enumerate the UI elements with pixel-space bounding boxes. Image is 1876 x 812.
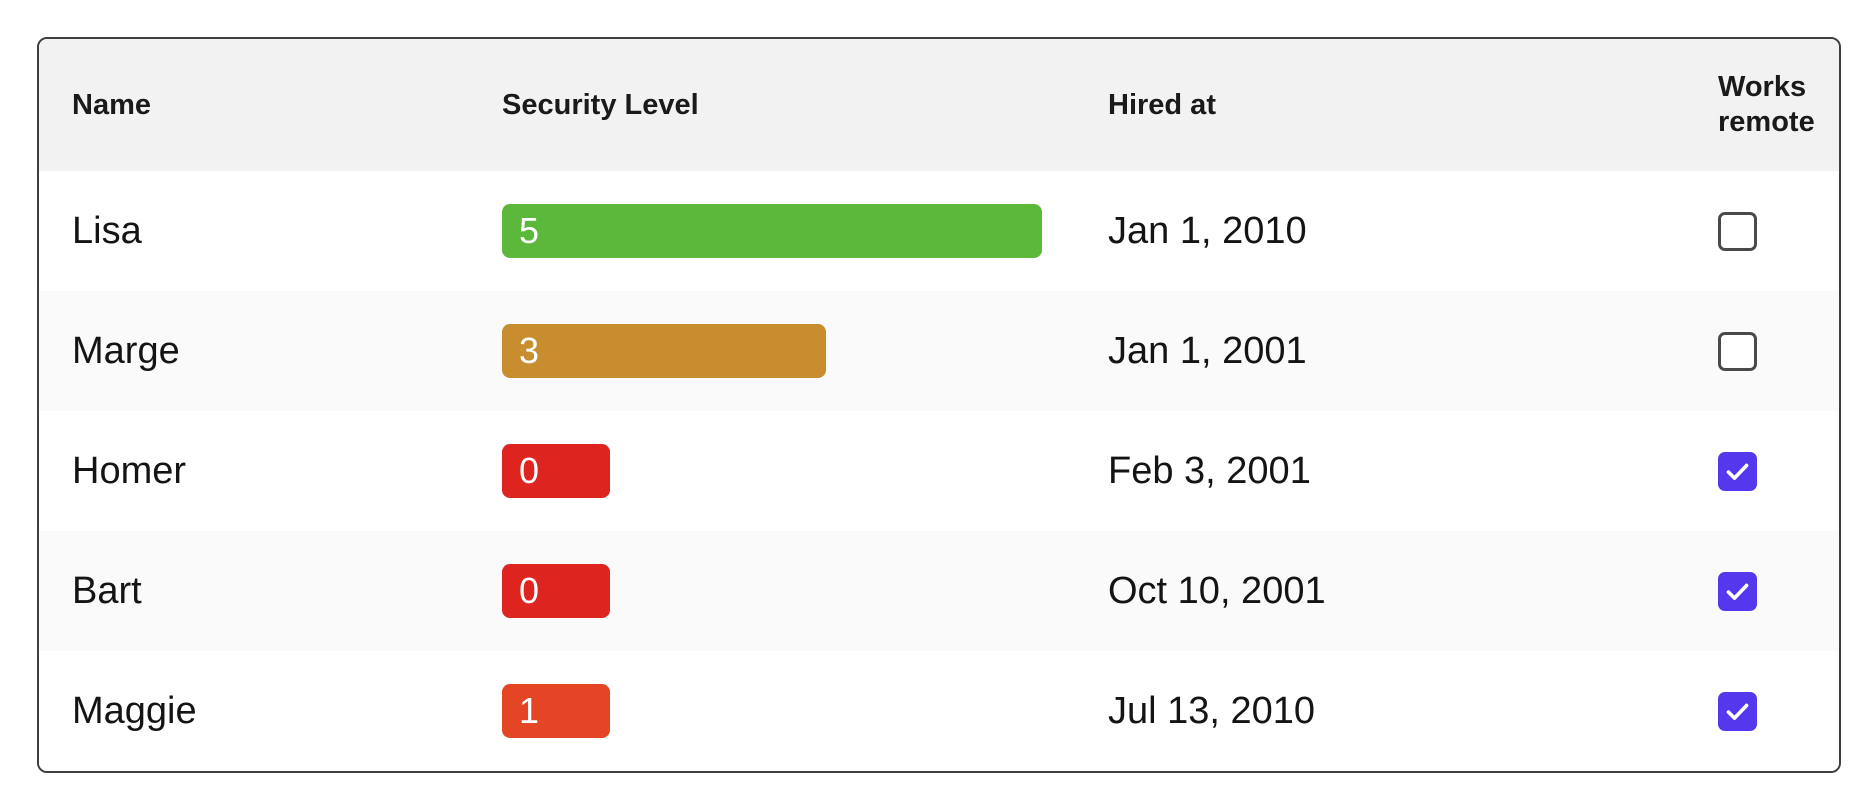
- name-cell: Maggie: [72, 689, 197, 732]
- employees-table: Name Security Level Hired at Works remot…: [37, 37, 1841, 773]
- column-header-works-remote: Works remote: [1718, 71, 1815, 138]
- hired-at-cell: Jul 13, 2010: [1108, 689, 1316, 732]
- hired-at-cell: Jan 1, 2001: [1108, 329, 1307, 372]
- security-level-value: 0: [519, 450, 540, 491]
- works-remote-checkbox[interactable]: [1718, 211, 1757, 251]
- hired-at-cell: Jan 1, 2010: [1108, 209, 1307, 252]
- security-level-bar: 0: [502, 564, 610, 618]
- name-cell: Homer: [72, 449, 187, 492]
- works-remote-checkbox[interactable]: [1718, 331, 1757, 371]
- security-level-cell: 0: [500, 444, 1106, 498]
- hired-at-cell: Oct 10, 2001: [1108, 569, 1326, 612]
- column-header-security-level: Security Level: [502, 88, 699, 121]
- security-level-cell: 3: [500, 324, 1106, 378]
- column-header-hired-at: Hired at: [1108, 88, 1216, 121]
- security-level-value: 5: [519, 210, 540, 251]
- name-cell: Marge: [72, 329, 180, 372]
- table-row: Marge 3 Jan 1, 2001: [39, 291, 1839, 411]
- check-icon: [1726, 703, 1749, 720]
- hired-at-cell: Feb 3, 2001: [1108, 449, 1311, 492]
- table-header-row: Name Security Level Hired at Works remot…: [39, 39, 1839, 171]
- works-remote-checkbox[interactable]: [1718, 571, 1757, 611]
- security-level-cell: 5: [500, 204, 1106, 258]
- security-level-value: 1: [519, 690, 540, 731]
- security-level-bar: 1: [502, 684, 610, 738]
- column-header-name: Name: [72, 88, 151, 121]
- security-level-bar: 3: [502, 324, 826, 378]
- security-level-bar: 0: [502, 444, 610, 498]
- check-icon: [1726, 583, 1749, 600]
- security-level-cell: 1: [500, 684, 1106, 738]
- table-row: Bart 0 Oct 10, 2001: [39, 531, 1839, 651]
- name-cell: Bart: [72, 569, 142, 612]
- name-cell: Lisa: [72, 209, 142, 252]
- security-level-cell: 0: [500, 564, 1106, 618]
- works-remote-checkbox[interactable]: [1718, 691, 1757, 731]
- security-level-value: 0: [519, 570, 540, 611]
- security-level-bar: 5: [502, 204, 1042, 258]
- works-remote-checkbox[interactable]: [1718, 451, 1757, 491]
- table-row: Lisa 5 Jan 1, 2010: [39, 171, 1839, 291]
- table-row: Homer 0 Feb 3, 2001: [39, 411, 1839, 531]
- check-icon: [1726, 463, 1749, 480]
- security-level-value: 3: [519, 330, 540, 371]
- table-row: Maggie 1 Jul 13, 2010: [39, 651, 1839, 771]
